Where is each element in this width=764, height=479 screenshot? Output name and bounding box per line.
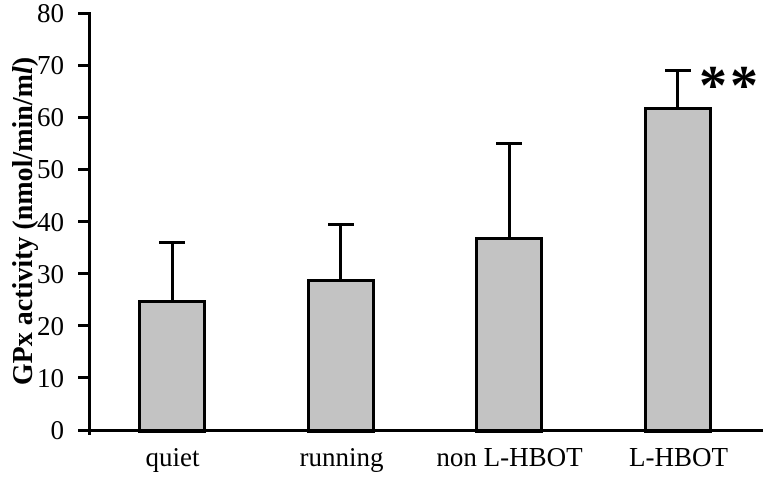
y-tick-label: 40 — [37, 207, 64, 237]
error-bar-cap — [328, 223, 354, 226]
error-bar-line — [676, 70, 679, 108]
x-tick-label: quiet — [145, 442, 200, 472]
bar-quiet — [138, 300, 206, 433]
bar-non-l-hbot — [475, 237, 543, 433]
error-bar-cap — [159, 241, 185, 244]
x-tick-label: non L-HBOT — [436, 442, 583, 472]
y-tick-mark — [78, 376, 91, 379]
y-tick-mark — [78, 64, 91, 67]
y-tick-mark — [78, 116, 91, 119]
bar-running — [307, 279, 375, 433]
error-bar-cap — [496, 142, 522, 145]
y-tick-label: 80 — [37, 0, 64, 28]
y-tick-mark — [78, 429, 91, 432]
error-bar-line — [171, 242, 174, 301]
x-axis-line — [88, 429, 763, 432]
bar-l-hbot — [644, 107, 712, 433]
y-tick-mark — [78, 272, 91, 275]
y-tick-label: 60 — [37, 102, 64, 132]
y-tick-label: 10 — [37, 363, 64, 393]
y-tick-mark — [78, 12, 91, 15]
significance-marker: ** — [699, 55, 761, 117]
y-tick-label: 20 — [37, 311, 64, 341]
x-tick-label: L-HBOT — [629, 442, 728, 472]
x-tick-label: running — [299, 442, 384, 472]
y-tick-label: 0 — [50, 415, 65, 445]
error-bar-line — [508, 143, 511, 239]
y-tick-label: 50 — [37, 154, 64, 184]
y-axis-line — [88, 12, 91, 435]
y-tick-mark — [78, 168, 91, 171]
y-tick-label: 70 — [37, 50, 64, 80]
error-bar-cap — [665, 69, 691, 72]
error-bar-line — [339, 224, 342, 281]
y-tick-mark — [78, 324, 91, 327]
y-tick-mark — [78, 220, 91, 223]
y-tick-label: 30 — [37, 259, 64, 289]
